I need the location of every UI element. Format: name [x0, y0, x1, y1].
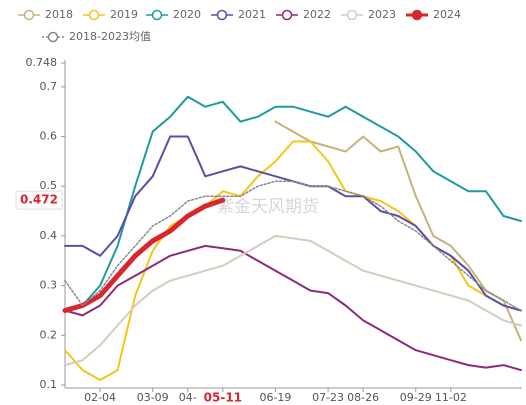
y-tick-label: 0.4: [40, 229, 58, 242]
legend-marker: [88, 9, 100, 21]
x-tick-label: 08-26: [347, 391, 379, 404]
legend-label: 2020: [173, 8, 201, 21]
series-line: [62, 197, 226, 313]
legend-marker: [47, 31, 59, 43]
legend-label: 2021: [238, 8, 266, 21]
y-tick-label: 0.1: [40, 378, 58, 391]
x-tick-label: 07-23: [312, 391, 344, 404]
y-tick-label: 0.748: [26, 56, 58, 69]
legend-marker: [216, 9, 228, 21]
y-tick-label: 0.6: [40, 130, 58, 143]
y-tick-label: 0.2: [40, 328, 58, 341]
x-tick-label: 03-09: [137, 391, 169, 404]
series-line: [64, 180, 522, 312]
current-value-label: 0.472: [20, 193, 58, 207]
x-tick-label: 11-02: [435, 391, 467, 404]
x-tick-label: 09-29: [400, 391, 432, 404]
current-value-box: [15, 190, 63, 210]
legend-label: 2018-2023均值: [69, 30, 151, 43]
legend-marker: [281, 9, 293, 21]
series-line: [64, 135, 522, 312]
x-tick-label: 04-: [179, 391, 197, 404]
y-tick-label: 0.5: [40, 179, 58, 192]
series-line: [274, 120, 522, 342]
series-line: [64, 244, 522, 372]
legend-label: 2022: [303, 8, 331, 21]
legend-marker: [346, 9, 358, 21]
legend-marker: [23, 9, 35, 21]
legend-marker: [151, 9, 163, 21]
y-tick-label: 0.7: [40, 80, 58, 93]
legend-marker: [411, 9, 423, 21]
watermark: 紫金天风期货: [217, 197, 319, 217]
x-tick-label: 05-11: [204, 391, 242, 405]
x-tick-label: 02-04: [84, 391, 116, 404]
legend-label: 2019: [110, 8, 138, 21]
legend-label: 2023: [368, 8, 396, 21]
x-tick-label: 06-19: [259, 391, 291, 404]
series-line: [64, 234, 522, 367]
y-tick-label: 0.3: [40, 279, 58, 292]
legend-label: 2024: [433, 8, 461, 21]
legend-label: 2018: [45, 8, 73, 21]
series-line: [81, 95, 522, 307]
